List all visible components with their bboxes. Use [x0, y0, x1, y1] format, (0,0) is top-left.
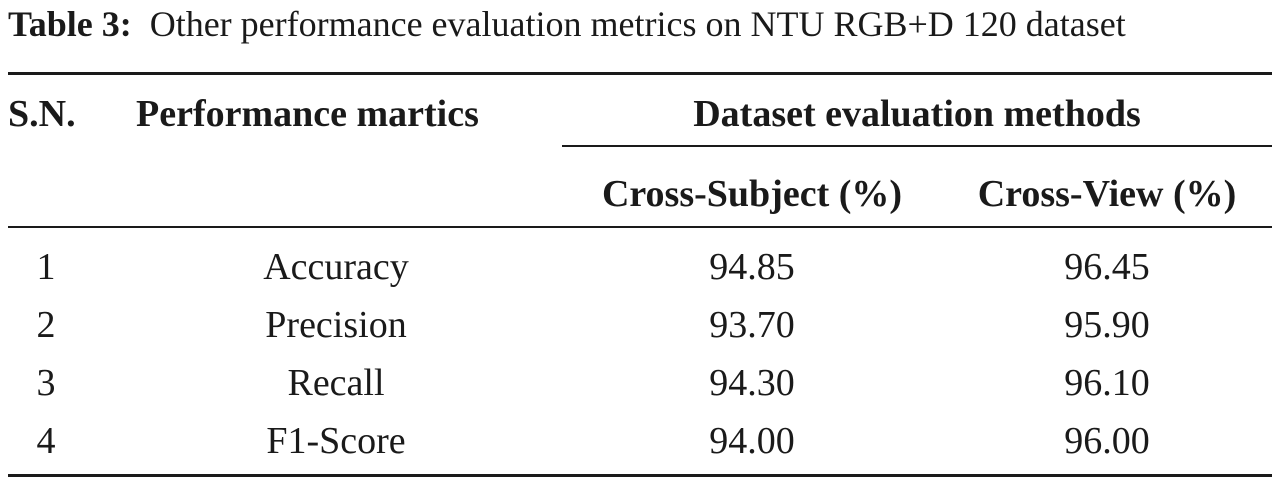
header-rule — [8, 226, 1272, 228]
group-underline-rule — [562, 145, 1272, 147]
header-evaluation-methods: Dataset evaluation methods — [693, 93, 1141, 135]
cell-sn: 4 — [36, 420, 56, 462]
top-rule — [8, 72, 1272, 75]
cell-cross-view: 96.10 — [1064, 362, 1150, 404]
caption-text: Other performance evaluation metrics on … — [149, 4, 1126, 44]
cell-cross-view: 96.45 — [1064, 246, 1150, 288]
cell-sn: 1 — [36, 246, 56, 288]
cell-cross-subject: 94.30 — [709, 362, 795, 404]
cell-sn: 2 — [36, 304, 56, 346]
cell-metric: Precision — [265, 304, 407, 346]
cell-metric: Accuracy — [263, 246, 409, 288]
cell-sn: 3 — [36, 362, 56, 404]
cell-cross-subject: 94.85 — [709, 246, 795, 288]
caption-label: Table 3: — [8, 4, 132, 44]
table-caption: Table 3: Other performance evaluation me… — [8, 2, 1126, 46]
header-sn: S.N. — [8, 93, 76, 135]
table-row: 1 Accuracy 94.85 96.45 — [0, 238, 1280, 296]
table-row: 4 F1-Score 94.00 96.00 — [0, 412, 1280, 470]
cell-metric: F1-Score — [266, 420, 406, 462]
bottom-rule — [8, 474, 1272, 477]
cell-metric: Recall — [287, 362, 385, 404]
cell-cross-subject: 93.70 — [709, 304, 795, 346]
cell-cross-view: 96.00 — [1064, 420, 1150, 462]
cell-cross-view: 95.90 — [1064, 304, 1150, 346]
table-row: 3 Recall 94.30 96.10 — [0, 354, 1280, 412]
header-metric: Performance martics — [136, 93, 479, 135]
cell-cross-subject: 94.00 — [709, 420, 795, 462]
header-cross-view: Cross-View (%) — [977, 173, 1237, 215]
header-cross-subject: Cross-Subject (%) — [601, 173, 903, 215]
table-row: 2 Precision 93.70 95.90 — [0, 296, 1280, 354]
